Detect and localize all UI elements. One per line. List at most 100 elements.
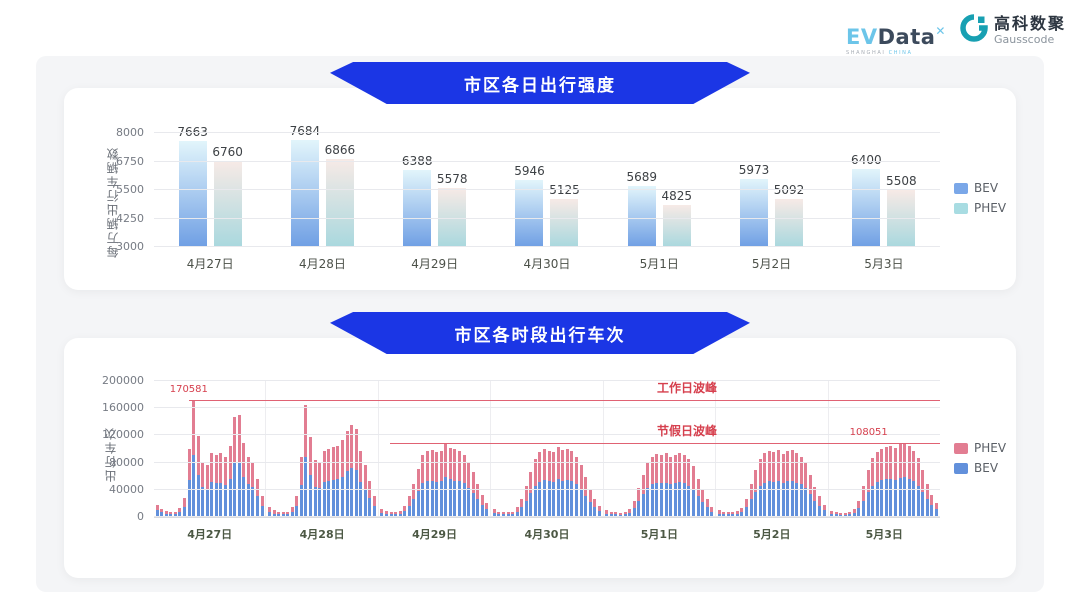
y-tick-label: 5500: [116, 183, 144, 196]
segment-bev: [799, 484, 803, 517]
segment-phev: [767, 450, 771, 482]
x-tick-label: 4月27日: [187, 528, 233, 541]
segment-bev: [556, 479, 560, 517]
hour-stacked-bar: [735, 510, 739, 517]
hour-stacked-bar: [813, 486, 817, 517]
hour-stacked-bar: [345, 430, 349, 517]
hour-stacked-bar: [538, 451, 542, 517]
segment-phev: [669, 456, 673, 485]
segment-phev: [875, 451, 879, 483]
segment-bev: [173, 514, 177, 517]
segment-phev: [421, 455, 425, 484]
gausscode-logo: 高科数聚 Gausscode: [960, 14, 1066, 46]
hour-stacked-bar: [556, 447, 560, 517]
segment-phev: [880, 448, 884, 481]
hour-stacked-bar: [173, 511, 177, 517]
segment-phev: [426, 451, 430, 482]
hour-stacked-bar: [898, 444, 902, 517]
x-tick-label: 4月30日: [524, 528, 570, 541]
segment-bev: [350, 467, 354, 517]
segment-bev: [506, 514, 510, 517]
segment-phev: [705, 499, 709, 508]
hour-stacked-bar: [457, 451, 461, 517]
bar-phev: 5125: [549, 183, 580, 247]
segment-phev: [857, 500, 861, 509]
bar-value-label: 6866: [324, 142, 356, 157]
x-tick-label: 5月3日: [865, 528, 903, 541]
hour-stacked-bar: [650, 456, 654, 517]
segment-phev: [416, 469, 420, 491]
hour-stacked-bar: [669, 456, 673, 517]
hourly-trips-title: 市区各时段出行车次: [454, 325, 626, 346]
segment-bev: [593, 507, 597, 517]
hour-stacked-bar: [384, 510, 388, 517]
legend-item-bev[interactable]: BEV: [954, 461, 1006, 475]
segment-phev: [893, 447, 897, 481]
segment-bev: [228, 478, 232, 517]
hour-stacked-bar: [804, 462, 808, 517]
hour-stacked-bar: [286, 511, 290, 517]
hour-stacked-bar: [155, 504, 159, 517]
y-tick-label: 0: [137, 510, 144, 523]
grid-line: [154, 217, 940, 219]
hour-stacked-bar: [295, 496, 299, 517]
segment-bev: [696, 496, 700, 517]
hour-stacked-bar: [862, 486, 866, 517]
segment-phev: [394, 512, 398, 515]
segment-bev: [384, 513, 388, 517]
segment-phev: [182, 497, 186, 507]
segment-phev: [722, 511, 726, 515]
hour-stacked-bar: [242, 443, 246, 517]
grid-line: [154, 246, 940, 247]
segment-bev: [313, 486, 317, 517]
x-tick-label: 4月29日: [412, 528, 458, 541]
segment-bev: [808, 494, 812, 517]
hour-stacked-bar: [772, 451, 776, 517]
segment-phev: [862, 486, 866, 501]
segment-bev: [260, 506, 264, 517]
segment-phev: [834, 512, 838, 515]
segment-phev: [641, 474, 645, 495]
segment-phev: [173, 511, 177, 515]
segment-bev: [749, 499, 753, 517]
segment-phev: [372, 496, 376, 507]
segment-phev: [776, 449, 780, 481]
segment-phev: [313, 460, 317, 487]
segment-phev: [925, 484, 929, 500]
c1-legend: BEV PHEV: [954, 181, 1006, 215]
segment-phev: [439, 450, 443, 482]
segment-phev: [839, 512, 843, 515]
segment-phev: [354, 428, 358, 470]
legend-item-phev[interactable]: PHEV: [954, 201, 1006, 215]
hour-stacked-bar: [565, 448, 569, 517]
grid-line: [154, 407, 940, 409]
legend-item-phev[interactable]: PHEV: [954, 441, 1006, 455]
segment-bev: [205, 488, 209, 517]
segment-bev: [430, 480, 434, 517]
segment-phev: [224, 457, 227, 485]
day-group: 6388 5578 4月29日: [379, 133, 491, 271]
hour-stacked-bar: [318, 462, 322, 517]
segment-bev: [251, 486, 255, 517]
bar-phev: 6866: [325, 143, 355, 247]
bar-phev: 5092: [774, 183, 804, 247]
hour-stacked-bar: [903, 443, 907, 517]
segment-phev: [467, 462, 471, 488]
segment-phev: [205, 464, 209, 489]
hour-stacked-bar: [655, 453, 659, 517]
segment-bev: [155, 510, 159, 517]
segment-bev: [267, 511, 271, 517]
segment-bev: [843, 514, 847, 517]
segment-phev: [664, 453, 668, 483]
hour-stacked-bar: [210, 452, 214, 517]
hour-stacked-bar: [178, 508, 182, 517]
legend-item-bev[interactable]: BEV: [954, 181, 1006, 195]
segment-phev: [650, 456, 654, 485]
hour-stacked-bar: [398, 510, 402, 517]
segment-phev: [214, 455, 218, 484]
segment-bev: [717, 513, 721, 517]
legend-swatch-phev: [954, 202, 968, 214]
hour-stacked-bar: [255, 478, 259, 517]
hour-stacked-bar: [350, 425, 354, 517]
hour-stacked-bar: [637, 488, 641, 517]
